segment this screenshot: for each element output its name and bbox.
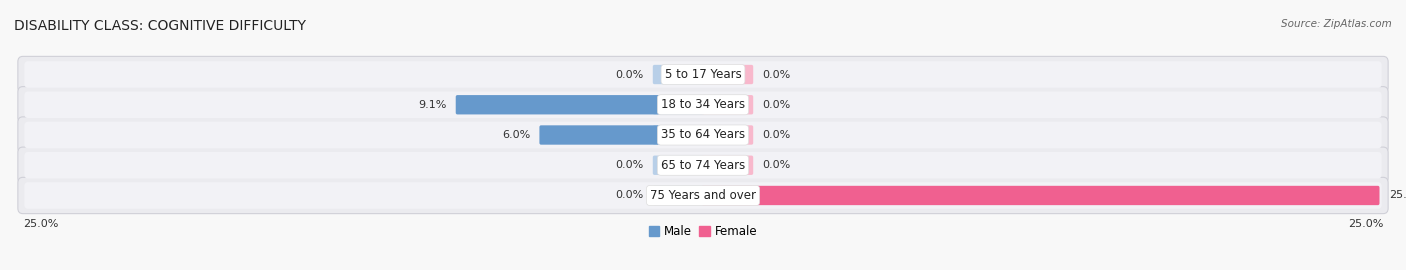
FancyBboxPatch shape [652, 156, 704, 175]
FancyBboxPatch shape [24, 61, 1382, 88]
Text: 25.0%: 25.0% [1348, 219, 1384, 229]
Text: 65 to 74 Years: 65 to 74 Years [661, 159, 745, 172]
FancyBboxPatch shape [18, 177, 1388, 214]
FancyBboxPatch shape [24, 92, 1382, 118]
FancyBboxPatch shape [702, 186, 754, 205]
Text: 0.0%: 0.0% [762, 100, 790, 110]
FancyBboxPatch shape [702, 65, 754, 84]
FancyBboxPatch shape [652, 125, 704, 145]
FancyBboxPatch shape [456, 95, 704, 114]
FancyBboxPatch shape [652, 65, 704, 84]
FancyBboxPatch shape [18, 56, 1388, 93]
Text: 0.0%: 0.0% [616, 160, 644, 170]
FancyBboxPatch shape [540, 125, 704, 145]
FancyBboxPatch shape [652, 186, 704, 205]
Text: 6.0%: 6.0% [502, 130, 530, 140]
Text: 0.0%: 0.0% [762, 69, 790, 80]
Text: 0.0%: 0.0% [616, 190, 644, 201]
Text: 35 to 64 Years: 35 to 64 Years [661, 129, 745, 141]
Text: 25.0%: 25.0% [1389, 190, 1406, 201]
FancyBboxPatch shape [652, 95, 704, 114]
Text: 25.0%: 25.0% [22, 219, 58, 229]
Text: 18 to 34 Years: 18 to 34 Years [661, 98, 745, 111]
FancyBboxPatch shape [702, 125, 754, 145]
Text: 0.0%: 0.0% [616, 69, 644, 80]
FancyBboxPatch shape [24, 182, 1382, 209]
FancyBboxPatch shape [18, 117, 1388, 153]
FancyBboxPatch shape [24, 152, 1382, 178]
Text: 9.1%: 9.1% [418, 100, 447, 110]
FancyBboxPatch shape [702, 95, 754, 114]
Text: 0.0%: 0.0% [762, 130, 790, 140]
Text: 75 Years and over: 75 Years and over [650, 189, 756, 202]
Text: DISABILITY CLASS: COGNITIVE DIFFICULTY: DISABILITY CLASS: COGNITIVE DIFFICULTY [14, 19, 307, 33]
FancyBboxPatch shape [24, 122, 1382, 148]
FancyBboxPatch shape [702, 186, 1379, 205]
Text: Source: ZipAtlas.com: Source: ZipAtlas.com [1281, 19, 1392, 29]
Text: 5 to 17 Years: 5 to 17 Years [665, 68, 741, 81]
Text: 0.0%: 0.0% [762, 160, 790, 170]
FancyBboxPatch shape [18, 87, 1388, 123]
FancyBboxPatch shape [702, 156, 754, 175]
Legend: Male, Female: Male, Female [648, 225, 758, 238]
FancyBboxPatch shape [18, 147, 1388, 183]
